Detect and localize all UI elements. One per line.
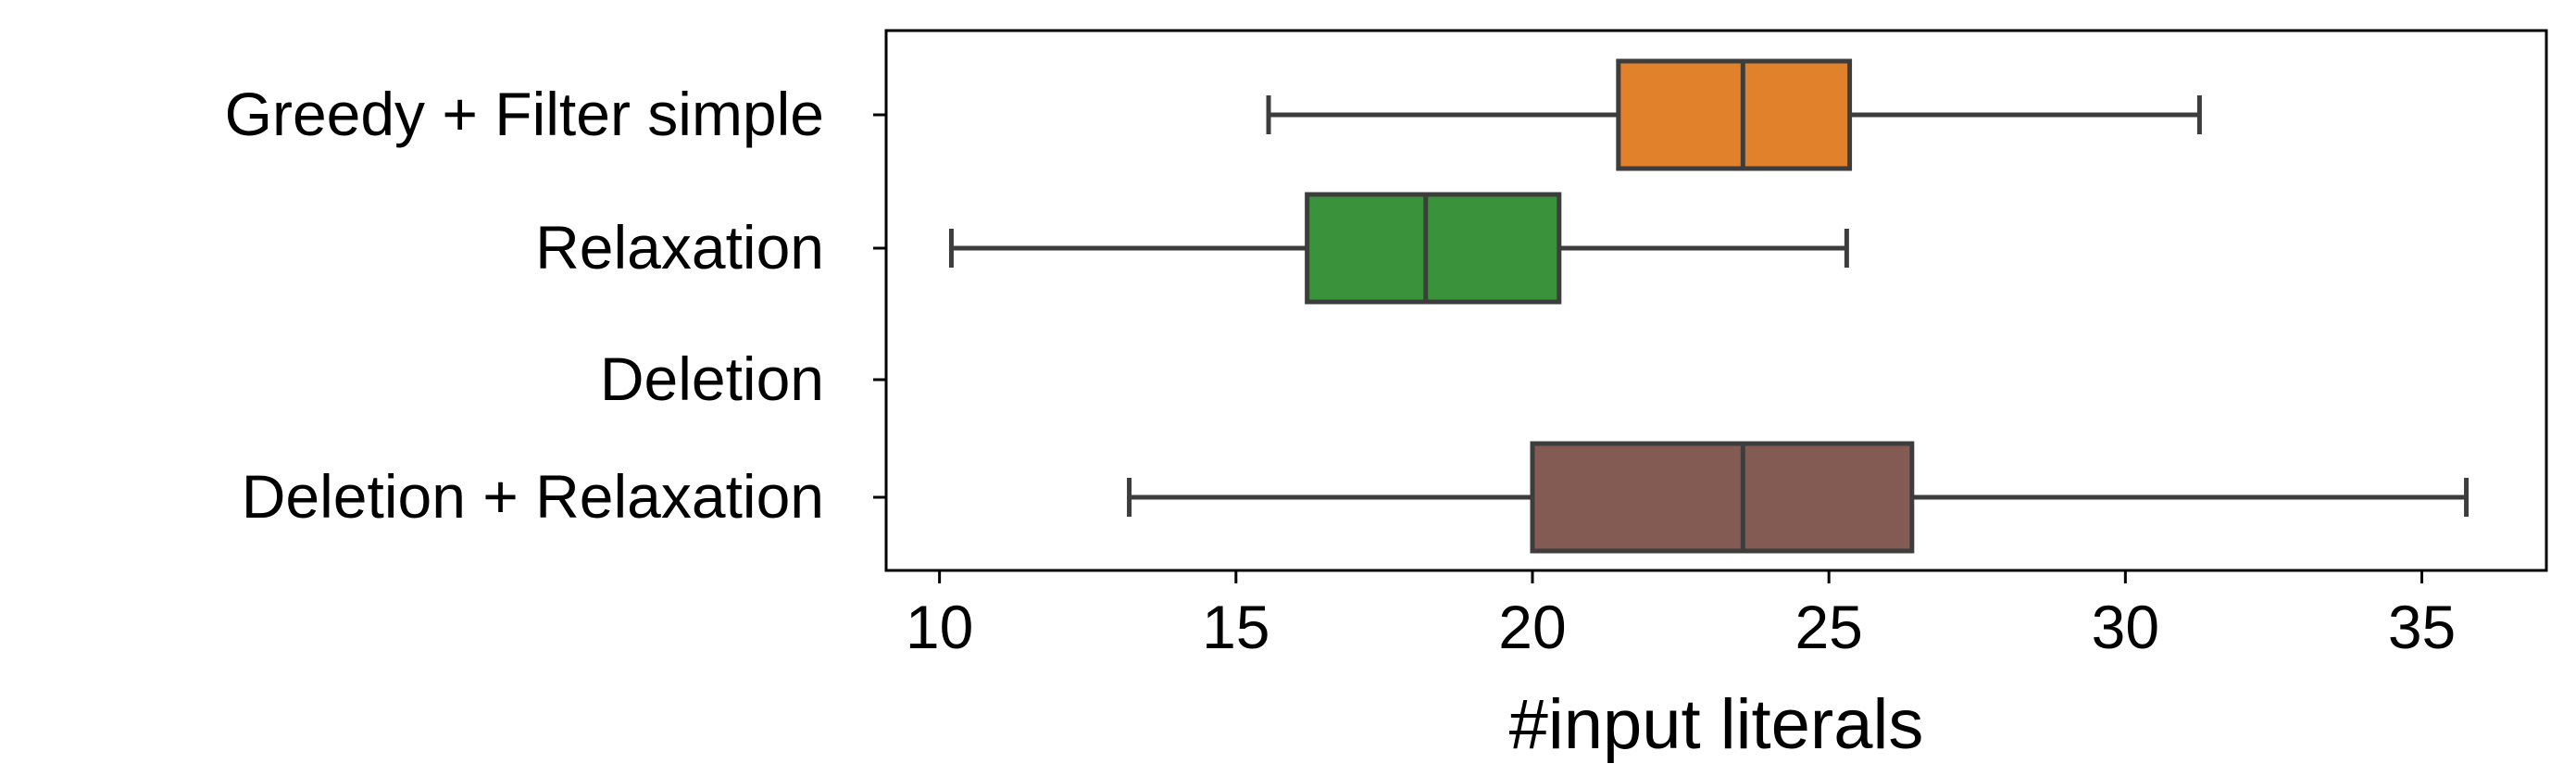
x-axis-title: #input literals bbox=[1509, 685, 1924, 764]
category-label: Deletion + Relaxation bbox=[242, 462, 824, 531]
category-label: Deletion bbox=[600, 344, 824, 413]
x-tick-label: 10 bbox=[906, 593, 973, 661]
box-series bbox=[948, 58, 2470, 554]
box-relaxation bbox=[948, 192, 1849, 305]
box-iqr bbox=[1616, 58, 1853, 171]
box-iqr bbox=[1305, 192, 1562, 305]
category-label: Relaxation bbox=[535, 213, 824, 282]
x-tick-label: 20 bbox=[1498, 593, 1566, 661]
x-tick-label: 35 bbox=[2388, 593, 2456, 661]
x-tick-label: 25 bbox=[1794, 593, 1862, 661]
x-tick-label: 15 bbox=[1202, 593, 1269, 661]
x-ticks: 10 15 20 25 30 35 bbox=[906, 570, 2456, 661]
y-ticks bbox=[873, 113, 886, 499]
box-deletion-relaxation bbox=[1127, 441, 2470, 554]
category-labels: Greedy + Filter simple Relaxation Deletion… bbox=[225, 80, 824, 531]
plot-frame bbox=[884, 29, 2548, 572]
box-greedy-filter-simple bbox=[1266, 58, 2202, 171]
box-iqr bbox=[1530, 441, 1915, 554]
x-tick-label: 30 bbox=[2092, 593, 2159, 661]
category-label: Greedy + Filter simple bbox=[225, 80, 824, 148]
